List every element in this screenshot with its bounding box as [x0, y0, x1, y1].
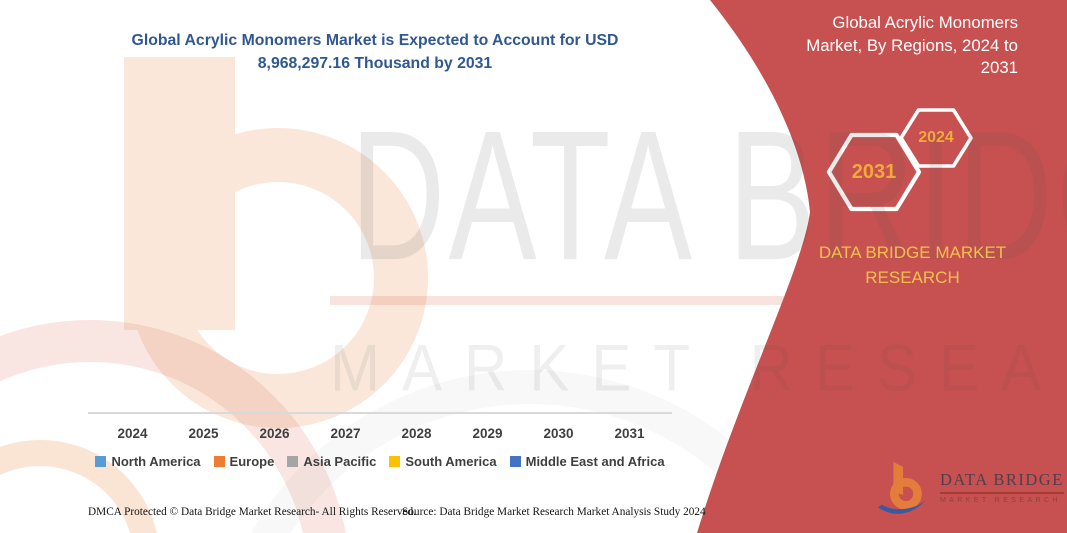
legend-marker-icon: [213, 456, 225, 467]
dbmr-logo: DATA BRIDGE MARKET RESEARCH: [878, 461, 1064, 519]
x-axis-label-2031: 2031: [614, 426, 645, 441]
chart-legend: North America Europe Asia Pacific South Ame…: [88, 454, 672, 469]
legend-label: South America: [405, 454, 497, 469]
dbmr-logo-rule: [940, 492, 1064, 494]
legend-item-south-america: South America: [389, 454, 497, 469]
side-panel-brand-text: DATA BRIDGE MARKET RESEARCH: [818, 243, 1007, 287]
legend-item-europe: Europe: [213, 454, 275, 469]
dbmr-logo-text: DATA BRIDGE MARKET RESEARCH: [940, 470, 1064, 504]
legend-item-asia-pacific: Asia Pacific: [287, 454, 376, 469]
x-axis-label-2025: 2025: [188, 426, 219, 441]
x-axis-label-2030: 2030: [543, 426, 574, 441]
legend-marker-icon: [389, 456, 401, 467]
x-axis-label-2029: 2029: [472, 426, 503, 441]
legend-label: North America: [111, 454, 201, 469]
side-panel-title: Global Acrylic Monomers Market, By Regio…: [806, 13, 1018, 78]
dbmr-logo-title: DATA BRIDGE: [940, 470, 1064, 489]
legend-marker-icon: [509, 456, 521, 467]
legend-marker-icon: [95, 456, 107, 467]
x-axis-label-2026: 2026: [259, 426, 290, 441]
legend-label: Asia Pacific: [303, 454, 377, 469]
x-axis-label-2028: 2028: [401, 426, 432, 441]
chart-title: Global Acrylic Monomers Market is Expect…: [131, 32, 619, 72]
legend-label: Middle East and Africa: [525, 454, 665, 469]
legend-marker-icon: [287, 456, 299, 467]
x-axis-label-2024: 2024: [117, 426, 148, 441]
hexagon-2024: [899, 108, 973, 168]
dbmr-logo-icon: [878, 462, 927, 514]
footer-dmca-text: DMCA Protected © Data Bridge Market Rese…: [88, 506, 416, 518]
hexagon-2031: [826, 132, 922, 212]
dbmr-logo-subtitle: MARKET RESEARCH: [940, 497, 1061, 504]
x-axis-label-2027: 2027: [330, 426, 361, 441]
legend-item-middle-east-and-africa: Middle East and Africa: [509, 454, 665, 469]
footer-source-text: Source: Data Bridge Market Research Mark…: [402, 506, 706, 518]
legend-item-north-america: North America: [95, 454, 201, 469]
hexagon-year-2031: 2031: [851, 161, 897, 183]
legend-label: Europe: [229, 454, 275, 469]
hexagon-year-2024: 2024: [918, 129, 954, 146]
side-panel-shape: [697, 0, 1067, 533]
x-axis-line: [88, 412, 672, 414]
